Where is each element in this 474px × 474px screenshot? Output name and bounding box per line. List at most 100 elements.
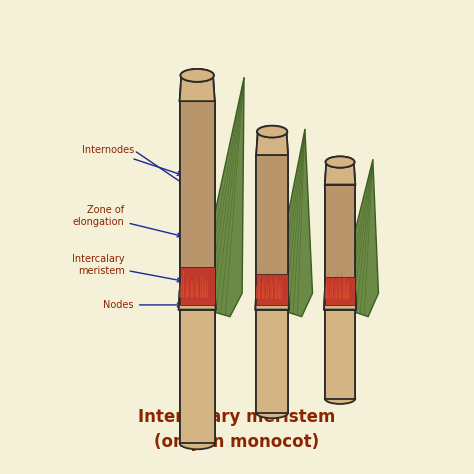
Polygon shape — [256, 274, 288, 305]
Polygon shape — [348, 281, 349, 299]
Polygon shape — [256, 310, 288, 413]
Polygon shape — [256, 310, 288, 413]
Ellipse shape — [326, 156, 355, 168]
Polygon shape — [256, 155, 288, 292]
Polygon shape — [351, 278, 352, 299]
Polygon shape — [343, 278, 344, 299]
Polygon shape — [256, 274, 288, 305]
Polygon shape — [287, 276, 288, 299]
Polygon shape — [257, 279, 259, 299]
Polygon shape — [181, 278, 182, 297]
Polygon shape — [192, 281, 193, 297]
Polygon shape — [189, 279, 190, 297]
Polygon shape — [213, 274, 214, 297]
Polygon shape — [208, 273, 210, 297]
Polygon shape — [256, 132, 288, 155]
Polygon shape — [330, 283, 331, 299]
Polygon shape — [344, 276, 345, 299]
Polygon shape — [256, 285, 257, 299]
Ellipse shape — [181, 69, 214, 82]
Text: Intercalary meristem: Intercalary meristem — [138, 409, 336, 426]
Polygon shape — [194, 270, 195, 297]
Polygon shape — [261, 278, 262, 299]
Polygon shape — [268, 283, 269, 299]
Polygon shape — [207, 279, 208, 297]
Polygon shape — [255, 292, 289, 310]
Polygon shape — [275, 278, 276, 299]
Polygon shape — [283, 277, 285, 299]
Polygon shape — [269, 272, 270, 299]
Polygon shape — [266, 282, 267, 299]
Polygon shape — [180, 267, 215, 305]
Polygon shape — [325, 184, 356, 292]
Polygon shape — [354, 276, 355, 299]
Polygon shape — [180, 101, 215, 291]
Ellipse shape — [180, 437, 215, 449]
Ellipse shape — [325, 393, 356, 404]
Polygon shape — [210, 276, 211, 297]
Polygon shape — [337, 272, 338, 299]
Polygon shape — [325, 277, 356, 305]
Polygon shape — [265, 280, 266, 299]
Polygon shape — [325, 285, 326, 299]
Polygon shape — [335, 282, 336, 299]
Polygon shape — [324, 292, 356, 310]
Polygon shape — [179, 291, 216, 310]
Polygon shape — [272, 129, 312, 317]
Polygon shape — [179, 291, 216, 310]
Polygon shape — [180, 310, 215, 443]
Text: Internodes: Internodes — [82, 146, 182, 175]
Polygon shape — [325, 277, 356, 305]
Polygon shape — [180, 101, 215, 291]
Polygon shape — [341, 273, 342, 299]
Polygon shape — [276, 275, 277, 299]
Polygon shape — [281, 280, 282, 299]
Polygon shape — [184, 277, 185, 297]
Polygon shape — [324, 292, 356, 310]
Ellipse shape — [181, 69, 214, 82]
Polygon shape — [285, 279, 286, 299]
Ellipse shape — [257, 126, 287, 137]
Polygon shape — [350, 274, 351, 299]
Polygon shape — [336, 283, 337, 299]
Polygon shape — [180, 75, 215, 101]
Polygon shape — [338, 277, 339, 299]
Polygon shape — [325, 310, 356, 399]
Polygon shape — [271, 277, 272, 299]
Polygon shape — [255, 292, 289, 310]
Text: Nodes: Nodes — [103, 300, 181, 310]
Polygon shape — [347, 281, 348, 299]
Polygon shape — [180, 310, 215, 443]
Polygon shape — [340, 160, 378, 317]
Polygon shape — [273, 272, 274, 299]
Polygon shape — [180, 75, 215, 101]
Text: (only in monocot): (only in monocot) — [155, 433, 319, 451]
Ellipse shape — [326, 156, 355, 168]
Polygon shape — [186, 281, 187, 297]
Text: Zone of
elongation: Zone of elongation — [73, 205, 181, 237]
Polygon shape — [195, 275, 197, 297]
Polygon shape — [278, 283, 279, 299]
Polygon shape — [282, 274, 283, 299]
Polygon shape — [332, 276, 333, 299]
Polygon shape — [262, 282, 263, 299]
Polygon shape — [211, 278, 213, 297]
Polygon shape — [202, 274, 203, 297]
Polygon shape — [272, 283, 273, 299]
Polygon shape — [199, 271, 200, 297]
Polygon shape — [325, 184, 356, 292]
Polygon shape — [353, 279, 354, 299]
Polygon shape — [197, 281, 198, 297]
Polygon shape — [333, 281, 334, 299]
Polygon shape — [191, 280, 192, 297]
Polygon shape — [340, 283, 341, 299]
Ellipse shape — [257, 126, 287, 137]
Text: Intercalary
meristem: Intercalary meristem — [72, 255, 181, 282]
Polygon shape — [183, 269, 184, 297]
Ellipse shape — [256, 407, 288, 418]
Polygon shape — [180, 283, 181, 297]
Polygon shape — [180, 267, 215, 305]
Polygon shape — [188, 274, 189, 297]
Polygon shape — [256, 132, 288, 155]
Polygon shape — [259, 271, 260, 299]
